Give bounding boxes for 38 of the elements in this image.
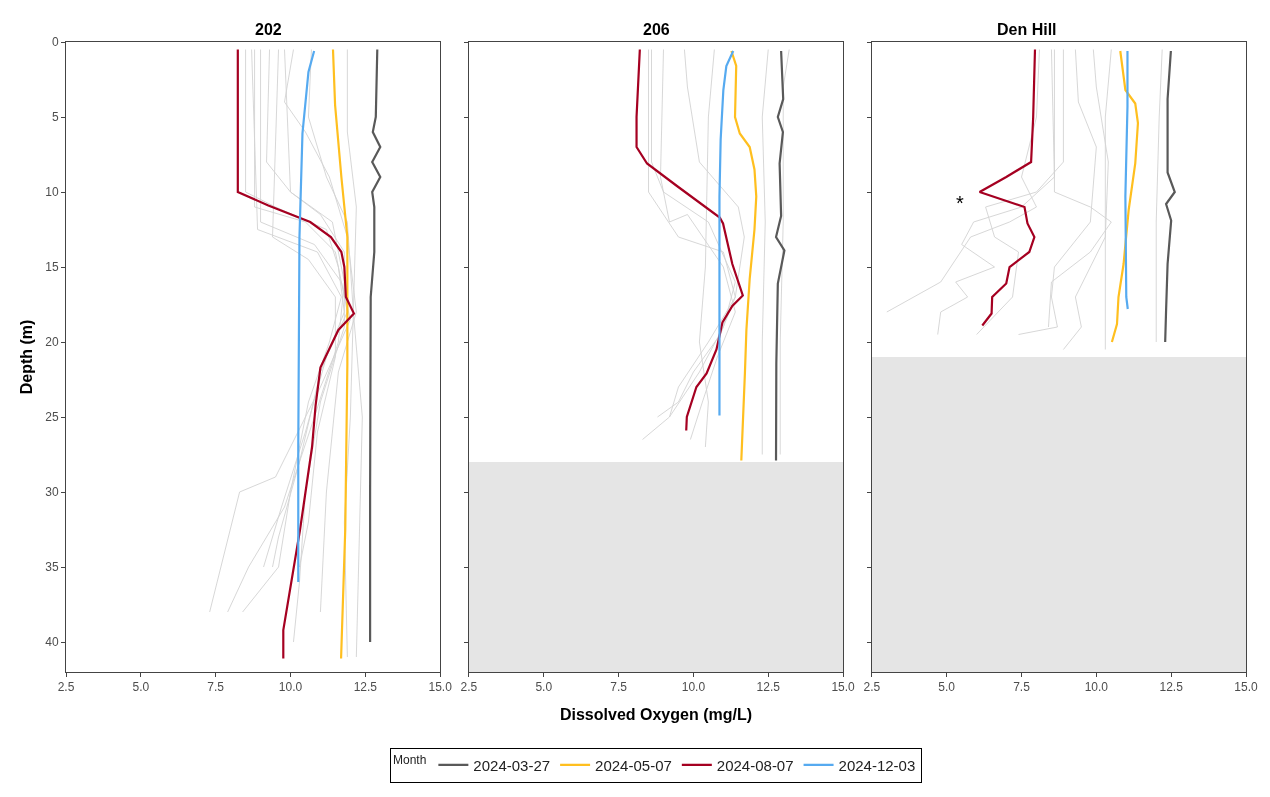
y-tick-label: 25	[45, 410, 59, 425]
y-tick-label: 35	[45, 560, 59, 575]
chart-title: 202	[255, 21, 282, 38]
legend-title: Month	[393, 753, 427, 768]
x-axis-title: Dissolved Oxygen (mg/L)	[559, 706, 753, 724]
y-tick-label: 10	[45, 185, 59, 200]
x-tick-label: 5.0	[938, 680, 956, 695]
y-axis-title: Depth (m)	[18, 319, 36, 395]
y-tick-label: 0	[51, 35, 59, 50]
x-tick-label: 12.5	[1159, 680, 1184, 695]
y-tick-label: 30	[45, 485, 59, 500]
y-tick-label: 15	[45, 260, 59, 275]
x-tick-label: 2.5	[863, 680, 881, 695]
x-tick-label: 15.0	[428, 680, 453, 695]
y-tick-label: 20	[45, 335, 59, 350]
x-tick-label: 2.5	[460, 680, 478, 695]
legend-label: 2024-05-07	[595, 756, 672, 774]
legend-label: 2024-12-03	[838, 756, 916, 774]
y-tick-label: 40	[45, 635, 59, 650]
x-tick-label: 7.5	[207, 680, 225, 695]
x-tick-label: 15.0	[1234, 680, 1259, 695]
chart-title: 206	[643, 21, 670, 38]
x-tick-label: 10.0	[1084, 680, 1109, 695]
x-tick-label: 5.0	[535, 680, 553, 695]
x-tick-label: 7.5	[1013, 680, 1031, 695]
x-tick-label: 12.5	[353, 680, 378, 695]
annotation: *	[956, 192, 964, 214]
x-tick-label: 15.0	[831, 680, 856, 695]
x-tick-label: 7.5	[610, 680, 628, 695]
y-tick-label: 5	[51, 110, 59, 125]
x-tick-label: 2.5	[57, 680, 75, 695]
x-tick-label: 5.0	[132, 680, 150, 695]
x-tick-label: 10.0	[278, 680, 303, 695]
x-tick-label: 10.0	[681, 680, 706, 695]
legend-label: 2024-08-07	[716, 756, 794, 774]
legend-label: 2024-03-27	[473, 756, 551, 774]
x-tick-label: 12.5	[756, 680, 781, 695]
chart-title: Den Hill	[997, 21, 1057, 38]
